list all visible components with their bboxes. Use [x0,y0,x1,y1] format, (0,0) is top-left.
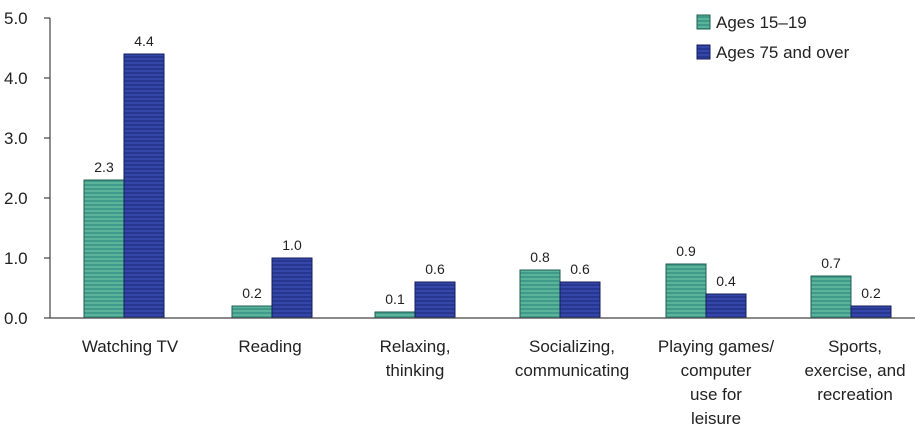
legend-label: Ages 15–19 [716,13,807,32]
x-category-label: Playing games/computer use for leisure [658,337,775,428]
x-category-label-line: exercise, and [804,361,905,380]
y-axis: 0.0 1.0 2.0 3.0 4.0 5.0 [4,9,51,328]
bar-value-label: 0.8 [530,249,550,265]
x-category-label-line: Reading [238,337,301,356]
x-category-label-line: thinking [386,361,445,380]
x-category-label-line: computer [681,361,752,380]
y-tick-label: 5.0 [4,9,28,28]
bar-value-label: 1.0 [282,237,302,253]
bar-value-label: 2.3 [94,159,114,175]
x-axis: Watching TV Reading Relaxing, thinking Socia… [50,317,915,428]
bar-ages-15-19 [665,263,707,319]
bar-ages-15-19 [374,311,416,319]
bar-value-label: 0.4 [716,273,736,289]
x-category-label: Relaxing, thinking [380,337,451,380]
bar-value-label: 0.7 [821,255,841,271]
y-tick-label: 4.0 [4,69,28,88]
bar-value-label: 0.9 [676,243,696,259]
x-category-label-line: Relaxing, [380,337,451,356]
x-category-label: Socializing, communicating [515,337,629,380]
bar-ages-15-19 [231,305,273,319]
bar-ages-75-over [705,293,747,319]
x-category-label-line: leisure [691,409,741,428]
bar-ages-75-over [414,281,456,319]
x-category-label-line: recreation [817,385,893,404]
x-category-label: Sports, exercise, and recreation [804,337,905,404]
bar-value-label: 0.2 [861,285,881,301]
bar-ages-15-19 [83,179,125,319]
legend-swatch [696,14,711,30]
x-category-label-line: use for [690,385,742,404]
bar-ages-75-over [123,53,165,319]
x-category-label: Reading [238,337,301,356]
x-category-label-line: Watching TV [82,337,179,356]
bar-ages-15-19 [519,269,561,319]
bar-value-label: 0.6 [570,261,590,277]
bar-ages-15-19 [810,275,852,319]
bar-value-label: 4.4 [134,33,154,49]
y-tick-label: 1.0 [4,249,28,268]
bar-value-label: 0.6 [425,261,445,277]
y-tick-label: 0.0 [4,309,28,328]
bar-ages-75-over [559,281,601,319]
x-category-label-line: communicating [515,361,629,380]
bars: 2.3 0.2 0.1 0.8 0.9 0.7 4.4 1.0 0.6 0.6 0.4 0.2 [83,33,892,319]
x-category-label-line: Playing games/ [658,337,775,356]
legend-swatch [696,44,711,60]
y-tick-label: 3.0 [4,129,28,148]
x-category-label-line: Sports, [828,337,882,356]
legend: Ages 15–19 Ages 75 and over [696,13,850,62]
legend-label: Ages 75 and over [716,43,850,62]
bar-value-label: 0.2 [242,285,262,301]
x-category-label-line: Socializing, [529,337,615,356]
y-tick-label: 2.0 [4,189,28,208]
x-category-label: Watching TV [82,337,179,356]
bar-ages-75-over [850,305,892,319]
bar-value-label: 0.1 [385,291,405,307]
bar-ages-75-over [271,257,313,319]
